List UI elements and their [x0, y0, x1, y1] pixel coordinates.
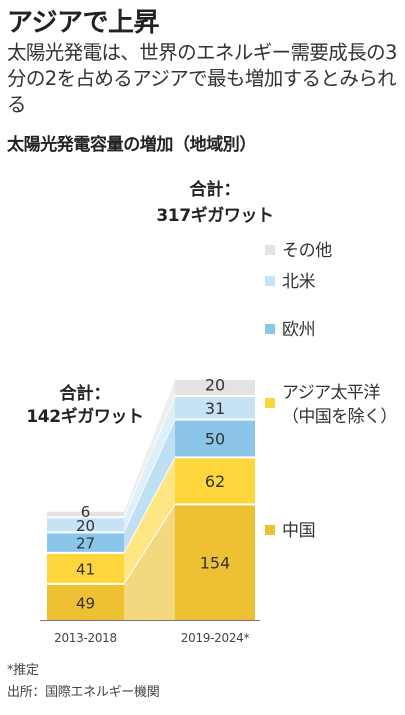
- category-label: 2019-2024*: [181, 631, 250, 645]
- data-label: 20: [76, 517, 95, 535]
- footnote-estimate: *推定: [7, 663, 39, 678]
- legend-swatch: [265, 525, 275, 535]
- total-label: 合計：: [60, 383, 111, 404]
- bar-segment: [175, 505, 255, 620]
- data-label: 31: [205, 399, 225, 418]
- data-label: 154: [200, 554, 231, 573]
- data-label: 62: [205, 472, 225, 491]
- bar-segment: [175, 458, 255, 504]
- subtitle: 太陽光発電は、世界のエネルギー需要成長の3分の2を占めるアジアで最も増加するとみ…: [7, 41, 397, 116]
- legend-swatch: [265, 245, 275, 255]
- data-label: 50: [205, 429, 225, 448]
- legend-label: 欧州: [282, 320, 315, 340]
- legend-label-continued: （中国を除く）: [282, 407, 397, 427]
- data-label: 41: [76, 560, 95, 578]
- bar-segment: [47, 533, 124, 552]
- bar-segment: [47, 511, 124, 517]
- data-label: 49: [76, 594, 95, 612]
- legend-label: 中国: [282, 521, 315, 541]
- bar-segment: [47, 584, 124, 620]
- total-label: 合計：: [190, 179, 241, 200]
- total-value: 142ギガワット: [26, 407, 143, 427]
- bar-segment: [47, 518, 124, 532]
- data-label: 20: [205, 375, 225, 394]
- bar-segment: [175, 420, 255, 457]
- chart-title: 太陽光発電容量の増加（地域別）: [7, 135, 256, 155]
- legend-swatch: [265, 276, 275, 286]
- legend-swatch: [265, 398, 275, 408]
- bar-segment: [175, 379, 255, 396]
- legend-swatch: [265, 324, 275, 334]
- total-value: 317ギガワット: [156, 206, 273, 226]
- flow-band: [124, 379, 175, 517]
- bar-segment: [47, 553, 124, 583]
- legend-label: アジア太平洋: [282, 383, 380, 403]
- data-label: 27: [76, 535, 95, 553]
- headline: アジアで上昇: [7, 8, 159, 38]
- category-label: 2013-2018: [54, 631, 117, 645]
- source-note: 出所：国際エネルギー機関: [7, 685, 160, 700]
- legend-label: その他: [282, 241, 332, 261]
- legend-label: 北米: [282, 272, 316, 292]
- data-label: 6: [81, 503, 91, 521]
- flow-band: [124, 458, 175, 583]
- flow-band: [124, 397, 175, 532]
- bar-segment: [175, 397, 255, 419]
- flow-band: [124, 505, 175, 620]
- flow-band: [124, 420, 175, 552]
